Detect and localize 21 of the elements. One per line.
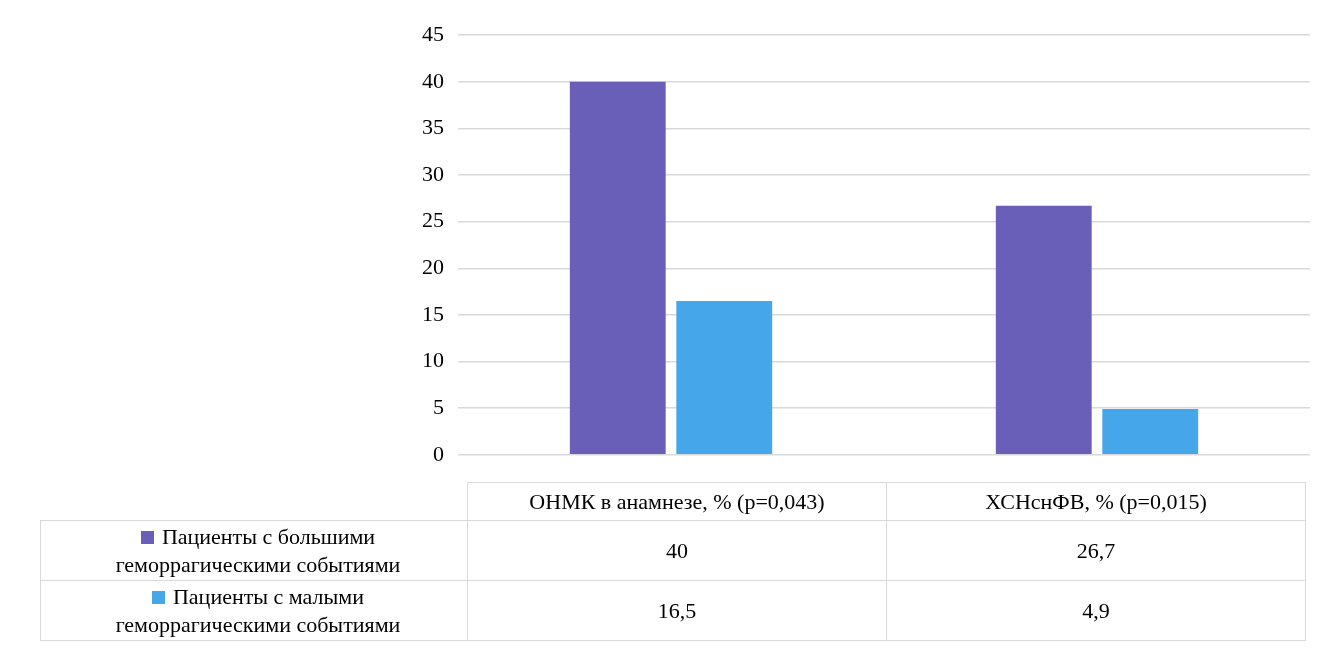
bar — [569, 81, 666, 455]
y-tick-label: 25 — [422, 207, 444, 233]
legend-label: Пациенты с большими геморрагическими событиями — [114, 522, 402, 579]
y-tick-label: 0 — [433, 440, 444, 466]
y-tick-label: 30 — [422, 160, 444, 186]
y-tick-label: 40 — [422, 67, 444, 93]
y-tick-label: 35 — [422, 114, 444, 140]
y-tick-label: 15 — [422, 300, 444, 326]
bar — [676, 300, 773, 455]
legend-label: Пациенты с малыми геморрагическими событиями — [114, 582, 402, 639]
bar — [1102, 409, 1199, 455]
x-tick-label: ОНМК в анамнезе, % (p=0,043) — [467, 482, 887, 521]
y-tick-label: 45 — [422, 20, 444, 46]
y-tick-label: 5 — [433, 393, 444, 419]
y-tick-label: 10 — [422, 347, 444, 373]
data-label: 26,7 — [886, 520, 1306, 581]
data-label: 4,9 — [886, 580, 1306, 641]
data-label: 16,5 — [467, 580, 887, 641]
x-tick-label: ХСНснФВ, % (p=0,015) — [886, 482, 1306, 521]
y-tick-label: 20 — [422, 254, 444, 280]
bar — [995, 205, 1092, 455]
